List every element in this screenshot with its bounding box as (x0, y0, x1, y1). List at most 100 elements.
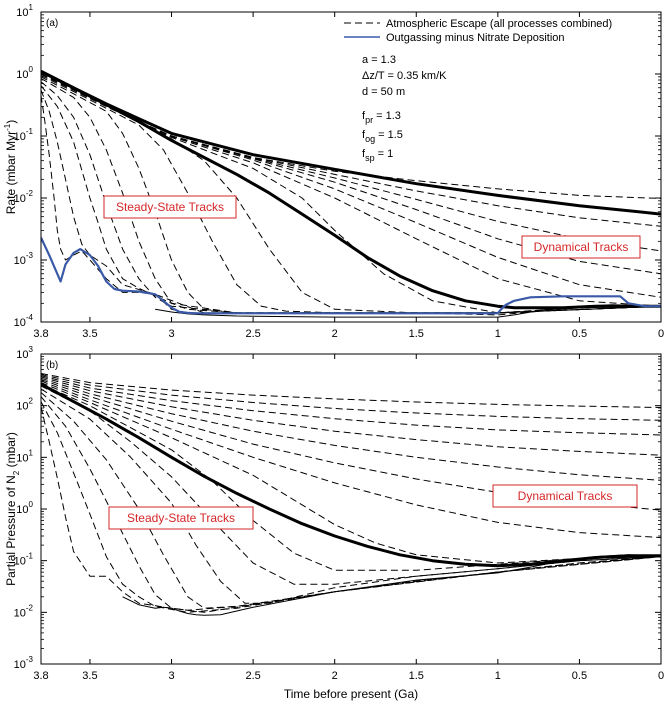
parameter-value: = 1.3 (373, 110, 401, 122)
series-line-dashed-6 (41, 380, 661, 539)
x-tick-label: 0.5 (572, 328, 587, 340)
parameter-name: a = 1.3 (362, 54, 396, 66)
panel-tag: (b) (46, 360, 58, 371)
x-tick-label: 0.5 (572, 670, 587, 682)
y-tick-exponent: -2 (26, 603, 34, 612)
panel-tag: (a) (46, 18, 58, 29)
series-line-dashed-5 (41, 73, 661, 307)
x-tick-label: 3 (168, 328, 174, 340)
y-tick-label: 10-2 (14, 603, 34, 619)
y-tick-exponent: -3 (26, 251, 34, 260)
track-label-box (492, 484, 638, 508)
y-tick-base: 10 (16, 452, 28, 464)
y-tick-label: 10-4 (14, 313, 34, 329)
x-tick-label: 3.5 (82, 670, 97, 682)
y-tick-exponent: -1 (26, 552, 34, 561)
y-tick-exponent: -3 (26, 655, 34, 664)
series-line-dashed-0 (41, 373, 661, 408)
parameter-text: fpr = 1.3 (362, 110, 401, 125)
y-tick-label: 101 (16, 448, 33, 464)
series-line-blue-18 (41, 237, 661, 315)
y-tick-exponent: -2 (26, 189, 34, 198)
series-line-bold-15 (41, 70, 661, 216)
y-tick-exponent: 0 (29, 500, 34, 509)
x-tick-label: 3.8 (33, 328, 48, 340)
parameter-text: fog = 1.5 (362, 129, 403, 144)
axis-ticks (40, 11, 662, 323)
parameter-text: a = 1.3 (362, 54, 396, 66)
track-label-box (103, 195, 237, 219)
y-tick-base: 10 (14, 556, 26, 568)
series-line-dashed-5 (41, 379, 661, 511)
y-tick-exponent: 3 (29, 345, 34, 354)
y-tick-label: 100 (16, 65, 33, 81)
x-tick-label: 2 (332, 670, 338, 682)
y-tick-exponent: 1 (29, 448, 34, 457)
y-tick-exponent: 0 (29, 65, 34, 74)
series-line-dashed-7 (41, 382, 661, 564)
x-tick-label: 2.5 (245, 328, 260, 340)
series-line-bold-16 (41, 70, 661, 310)
parameter-text: d = 50 m (362, 86, 405, 98)
y-tick-base: 10 (14, 131, 26, 143)
parameter-name: d = 50 m (362, 86, 405, 98)
series-group (41, 70, 661, 318)
x-tick-label: 2.5 (245, 670, 260, 682)
y-tick-label: 10-3 (14, 251, 34, 267)
y-tick-exponent: 1 (29, 3, 34, 12)
x-axis-title: Time before present (Ga) (284, 687, 418, 701)
y-axis-title-sup: -1 (3, 123, 12, 131)
parameter-value: = 1.5 (375, 129, 403, 141)
series-line-dashed-9 (41, 76, 661, 314)
legend: Atmospheric Escape (all processes combin… (344, 18, 612, 44)
y-tick-label: 10-3 (14, 655, 34, 671)
y-tick-base: 10 (16, 401, 28, 413)
series-line-bold-15 (41, 382, 661, 568)
series-line-dashed-8 (41, 74, 661, 314)
series-line-dashed-10 (41, 388, 661, 604)
x-tick-label: 1.5 (409, 328, 424, 340)
y-tick-label: 102 (16, 397, 33, 413)
y-tick-base: 10 (14, 255, 26, 267)
x-tick-label: 2 (332, 328, 338, 340)
parameter-text: fsp = 1 (362, 148, 393, 163)
series-line-dashed-4 (41, 73, 661, 298)
x-tick-label: 1 (495, 328, 501, 340)
series-line-dashed-8 (41, 383, 661, 571)
series-line-dashed-2 (41, 73, 661, 252)
y-axis-title-main: Rate (mbar Myr (4, 131, 18, 214)
parameter-name: Δz/T = 0.35 km/K (362, 70, 447, 82)
series-line-dashed-0 (41, 73, 661, 199)
chart-panel-b: 3.8 3.5 3 2.5 2 1.5 1 0.5 010310210110010-110-21… (4, 345, 664, 701)
series-line-dashed-9 (41, 385, 661, 585)
y-tick-base: 10 (14, 317, 26, 329)
x-tick-label: 3 (168, 670, 174, 682)
series-line-dashed-7 (41, 73, 661, 316)
x-tick-label: 3.8 (33, 670, 48, 682)
y-tick-label: 10-1 (14, 127, 34, 143)
y-tick-label: 10-2 (14, 189, 34, 205)
y-tick-label: 101 (16, 3, 33, 19)
series-line-dashed-14 (41, 406, 661, 613)
track-label-box (108, 506, 254, 530)
series-line-dashed-1 (41, 374, 661, 421)
y-tick-base: 10 (14, 659, 26, 671)
parameter-subscript: pr (365, 115, 373, 125)
y-tick-base: 10 (14, 193, 26, 205)
y-axis-title: Rate (mbar Myr-1) (3, 120, 18, 214)
y-tick-label: 10-1 (14, 552, 34, 568)
y-axis-title: Partial Pressure of N2 (mbar) (4, 432, 21, 586)
x-tick-label: 3.5 (82, 328, 97, 340)
parameter-subscript: sp (365, 153, 375, 163)
series-line-dashed-6 (41, 73, 661, 314)
y-axis-title-tail: ) (4, 120, 18, 124)
parameter-name: f (362, 129, 366, 141)
y-tick-base: 10 (16, 7, 28, 19)
plot-area-frame (40, 353, 662, 665)
y-tick-base: 10 (14, 607, 26, 619)
series-line-dashed-2 (41, 375, 661, 436)
legend-entry-label: Atmospheric Escape (all processes combin… (386, 18, 612, 30)
series-line-dashed-3 (41, 376, 661, 456)
